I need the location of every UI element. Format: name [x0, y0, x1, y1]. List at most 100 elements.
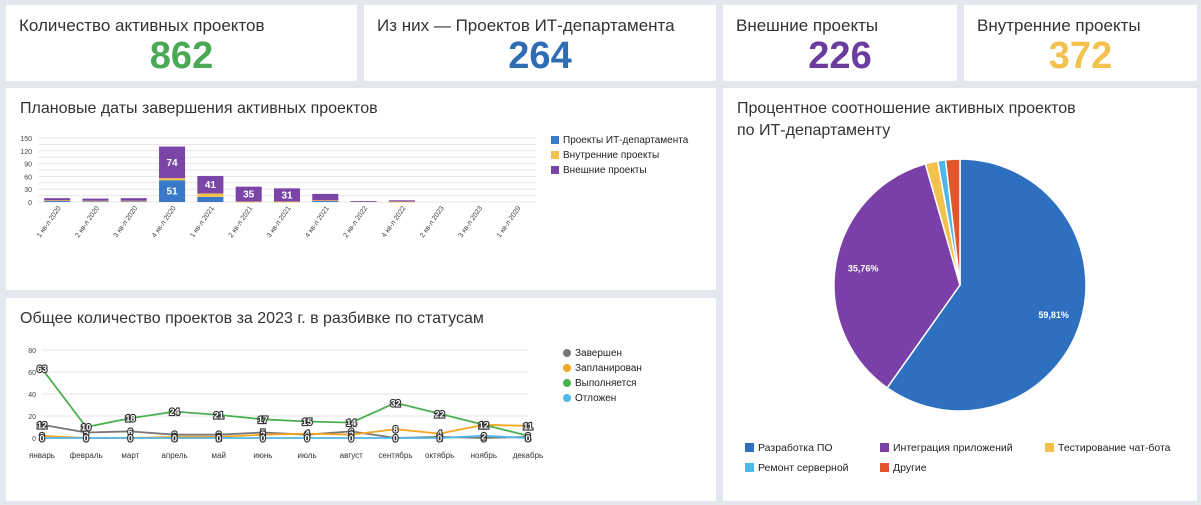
legend-label: Запланирован	[575, 363, 642, 374]
pie-chart: 59,81% 35,76% Разработка ПО Интеграция прил…	[745, 158, 1171, 474]
data-point	[127, 428, 133, 434]
y-tick-label: 80	[28, 348, 36, 355]
bar-segment	[350, 201, 377, 202]
bar-data-label: 41	[205, 180, 217, 191]
x-tick-label: 1 кв-л 2020	[36, 205, 63, 239]
y-tick-label: 20	[28, 414, 36, 421]
legend-label: Внешние проекты	[563, 165, 647, 176]
point-data-label: 0	[128, 434, 133, 444]
bar-segment	[82, 200, 109, 202]
kpi-title: Количество активных проектов	[19, 16, 265, 35]
x-tick-label: октябрь	[425, 451, 454, 460]
bar-chart-panel: Плановые даты завершения активных проект…	[6, 88, 716, 290]
series-line	[41, 368, 529, 437]
legend-label: Интеграция приложений	[893, 442, 1013, 454]
legend-swatch	[551, 151, 559, 159]
legend-label: Выполняется	[575, 378, 637, 389]
bar-segment	[235, 186, 262, 202]
y-tick-label: 60	[24, 174, 32, 181]
x-tick-label: 4 кв-л 2022	[381, 205, 408, 239]
data-point	[392, 426, 399, 432]
legend-label: Внутренние проекты	[563, 150, 659, 161]
bar-segment	[120, 200, 147, 202]
y-tick-label: 40	[28, 392, 36, 399]
legend-label: Отложен	[575, 393, 616, 404]
point-data-label: 3	[260, 430, 265, 440]
bar-segment	[312, 193, 339, 201]
x-tick-label: июнь	[253, 451, 272, 460]
x-tick-label: 1 кв-л 2029	[496, 205, 523, 239]
point-data-label: 24	[170, 407, 180, 417]
bar-segment	[197, 193, 224, 197]
point-data-label: 1	[172, 432, 177, 442]
bar-segment	[388, 200, 415, 202]
data-point	[83, 429, 89, 436]
data-point	[260, 435, 266, 441]
point-data-label: 11	[523, 421, 533, 431]
point-data-label: 12	[37, 420, 47, 430]
point-data-label: 5	[84, 428, 89, 438]
data-point	[127, 435, 133, 441]
data-point	[348, 435, 354, 441]
x-tick-label: март	[121, 451, 139, 460]
data-point	[127, 415, 133, 421]
point-data-label: 4	[437, 429, 442, 439]
x-tick-label: 4 кв-л 2020	[151, 205, 178, 239]
legend-label: Другие	[893, 462, 927, 474]
bar-segment	[120, 198, 147, 201]
data-point	[392, 435, 399, 441]
legend-marker	[563, 349, 571, 357]
x-tick-label: 3 кв-л 2020	[113, 205, 140, 239]
line-chart-title: Общее количество проектов за 2023 г. в р…	[20, 310, 484, 327]
pie-data-label: 35,76%	[848, 263, 879, 273]
y-tick-label: 90	[24, 162, 32, 169]
bar-segment	[82, 201, 109, 202]
kpi-value: 862	[149, 35, 214, 77]
point-data-label: 0	[128, 434, 133, 444]
data-point	[304, 418, 310, 425]
point-data-label: 5	[260, 428, 265, 438]
legend-label: Тестирование чат-бота	[1058, 442, 1171, 454]
point-data-label: 6	[349, 427, 354, 437]
point-data-label: 6	[128, 427, 133, 437]
point-data-label: 0	[216, 434, 221, 444]
kpi-value: 372	[1048, 35, 1113, 77]
point-data-label: 3	[216, 430, 221, 440]
point-data-label: 0	[39, 434, 44, 444]
x-tick-label: апрель	[161, 451, 187, 460]
bar-segment	[388, 201, 415, 203]
x-tick-label: август	[340, 451, 364, 460]
pie-chart-title: Процентное соотношение активных проектов…	[737, 98, 1076, 142]
legend-swatch	[880, 443, 889, 452]
bar-chart: 0 30 60 90 120 150 1 кв-л 2020 2 кв-л 2020 3 кв-…	[20, 135, 688, 239]
legend-swatch	[551, 136, 559, 144]
point-data-label: 0	[84, 434, 89, 444]
bar-segment	[120, 201, 147, 202]
data-point	[171, 409, 178, 415]
data-point	[216, 435, 222, 441]
bar-segment	[44, 200, 71, 202]
legend-marker	[563, 364, 571, 372]
x-tick-label: 3 кв-л 2021	[266, 205, 293, 239]
x-tick-label: 2 кв-л 2023	[419, 205, 446, 239]
bar-segment	[159, 146, 186, 179]
pie-slice	[833, 162, 961, 389]
x-tick-label: 3 кв-л 2023	[457, 205, 484, 239]
series-line	[42, 434, 529, 439]
bar-segment	[273, 188, 301, 202]
x-tick-label: 4 кв-л 2021	[304, 205, 331, 239]
point-data-label: 0	[393, 434, 398, 444]
point-data-label: 21	[214, 410, 224, 420]
point-data-label: 3	[349, 430, 354, 440]
point-data-label: 0	[172, 434, 177, 444]
x-tick-label: 2 кв-л 2020	[74, 205, 101, 239]
data-point	[216, 412, 222, 418]
data-point	[304, 435, 310, 441]
y-tick-label: 60	[28, 370, 36, 377]
point-data-label: 4	[305, 429, 310, 439]
data-point	[83, 424, 89, 430]
data-point	[481, 433, 487, 439]
data-point	[437, 411, 443, 417]
data-point	[39, 435, 45, 441]
x-tick-label: 1 кв-л 2021	[189, 205, 216, 239]
